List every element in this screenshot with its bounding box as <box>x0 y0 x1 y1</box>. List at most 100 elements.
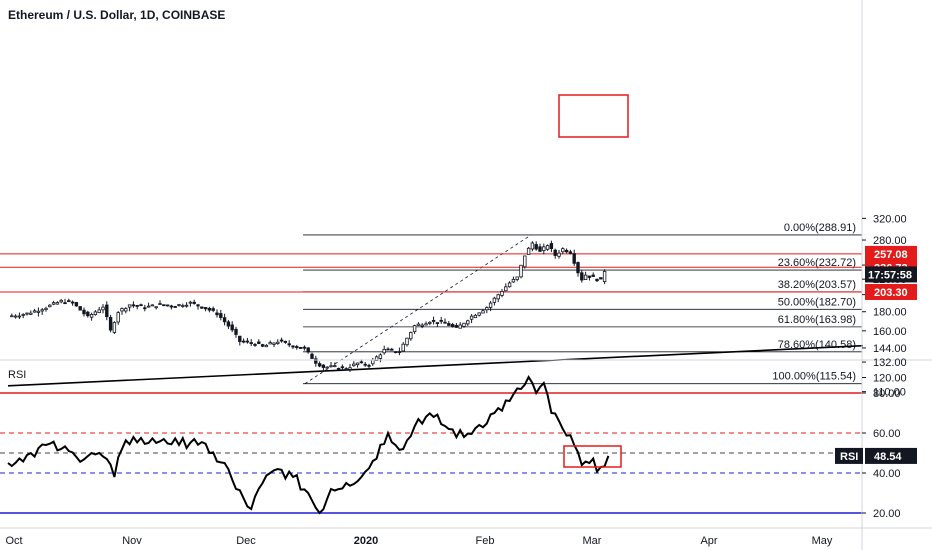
candle-body <box>29 312 33 315</box>
candle-body <box>17 315 22 318</box>
candle-body <box>279 339 284 342</box>
price-level-tag <box>865 283 917 300</box>
candle-body <box>485 307 489 311</box>
fib-level-label: 38.20%(203.57) <box>778 279 856 291</box>
candle-body <box>264 344 269 348</box>
candle-body <box>367 364 371 367</box>
candle-body <box>523 255 527 268</box>
candle-body <box>173 306 177 308</box>
candle-body <box>371 359 375 365</box>
candle-body <box>409 332 413 340</box>
candle-body <box>450 324 455 327</box>
candle-body <box>59 299 63 303</box>
fib-level-label: 78.60%(140.58) <box>778 339 856 351</box>
fib-level-label: 0.00%(288.91) <box>784 222 856 234</box>
candle-body <box>36 310 41 313</box>
candle-body <box>154 306 158 309</box>
candle-body <box>534 244 538 250</box>
x-tick-label: Dec <box>236 535 256 547</box>
price-level-tag <box>865 245 917 262</box>
candle-body <box>553 249 557 256</box>
candle-body <box>363 363 367 366</box>
candle-body <box>348 367 352 370</box>
candle-body <box>25 312 29 315</box>
candle-body <box>241 340 246 343</box>
candle-body <box>412 325 417 333</box>
candle-body <box>203 307 208 310</box>
candle-body <box>496 294 500 300</box>
candle-body <box>306 347 310 353</box>
candle-body <box>32 310 37 313</box>
candle-body <box>439 319 443 322</box>
candle-body <box>317 363 322 367</box>
candle-body <box>401 343 405 352</box>
candle-body <box>321 364 326 368</box>
candle-body <box>150 304 155 307</box>
x-tick-label: May <box>812 535 833 547</box>
candle-body <box>545 245 550 250</box>
x-tick-label: Mar <box>583 535 602 547</box>
candle-body <box>219 313 223 318</box>
candle-body <box>196 304 200 307</box>
candle-body <box>177 304 181 306</box>
y-tick-label: 132.00 <box>873 357 907 369</box>
candle-body <box>481 310 485 314</box>
candle-body <box>329 365 333 368</box>
candle-body <box>587 275 592 278</box>
price-level-tag-label: 257.08 <box>874 249 908 261</box>
candle-body <box>390 348 394 351</box>
fib-level-label: 23.60%(232.72) <box>778 257 856 269</box>
candle-body <box>207 307 212 311</box>
current-price-tag-label: 17:57:58 <box>868 269 912 281</box>
candle-body <box>599 277 603 280</box>
candle-body <box>97 309 101 314</box>
candle-body <box>116 312 120 323</box>
y-tick-label: 144.00 <box>873 343 907 355</box>
candle-body <box>188 301 193 304</box>
candle-body <box>272 342 276 345</box>
candle-body <box>260 344 265 347</box>
candle-body <box>146 305 151 308</box>
candle-body <box>477 312 481 316</box>
candle-body <box>447 323 451 326</box>
candle-body <box>131 304 136 307</box>
candle-body <box>40 309 44 312</box>
x-tick-label: Feb <box>476 535 495 547</box>
candle-body <box>13 315 18 318</box>
fib-level-label: 50.00%(182.70) <box>778 296 856 308</box>
y-tick-label: 160.00 <box>873 326 907 338</box>
candle-body <box>70 301 75 304</box>
candle-body <box>428 321 432 324</box>
y-tick-label: 120.00 <box>873 373 907 385</box>
candle-body <box>112 322 117 333</box>
candle-body <box>416 323 421 326</box>
candle-body <box>538 246 542 252</box>
candle-body <box>181 305 185 307</box>
rsi-y-tick-label: 60.00 <box>873 428 901 440</box>
candle-body <box>580 272 584 281</box>
candle-body <box>245 340 250 343</box>
candle-body <box>420 324 424 327</box>
candle-body <box>268 342 272 345</box>
candle-body <box>462 322 466 327</box>
candle-body <box>557 252 561 257</box>
candle-body <box>443 321 447 324</box>
candle-body <box>333 365 337 368</box>
candle-body <box>519 264 523 278</box>
candle-body <box>82 309 86 315</box>
candle-body <box>215 312 219 316</box>
candle-body <box>139 304 143 307</box>
candle-body <box>291 345 295 348</box>
candle-body <box>386 348 390 351</box>
rsi-value-label: 48.54 <box>874 451 902 463</box>
candle-body <box>295 346 299 349</box>
candle-body <box>602 271 607 282</box>
candle-body <box>283 340 288 343</box>
candle-body <box>382 348 386 354</box>
candle-body <box>507 282 512 288</box>
candle-body <box>120 308 124 312</box>
candle-body <box>101 306 105 311</box>
candle-body <box>192 301 196 304</box>
candle-body <box>44 307 48 310</box>
